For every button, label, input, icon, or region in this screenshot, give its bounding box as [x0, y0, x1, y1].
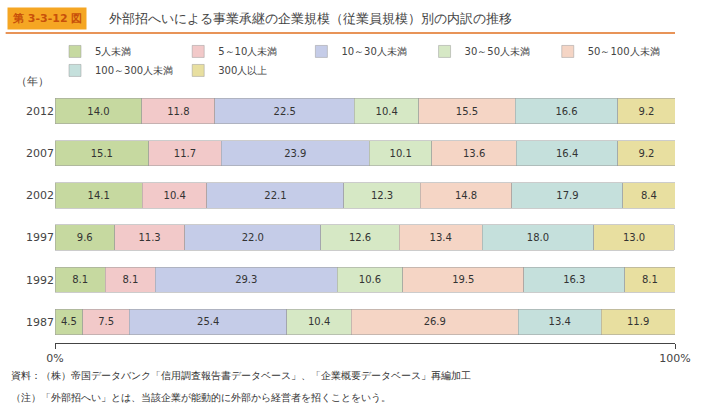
svg-text:16.3: 16.3: [563, 274, 585, 285]
svg-text:11.9: 11.9: [627, 316, 649, 327]
svg-text:17.9: 17.9: [556, 190, 578, 201]
svg-text:18.0: 18.0: [527, 232, 549, 243]
svg-text:25.4: 25.4: [197, 316, 219, 327]
svg-text:100%: 100%: [659, 352, 690, 365]
svg-text:外部招へいによる事業承継の企業規模（従業員規模）別の内訳の推: 外部招へいによる事業承継の企業規模（従業員規模）別の内訳の推移: [109, 11, 512, 26]
svg-text:50～100人未満: 50～100人未満: [588, 46, 660, 57]
svg-text:9.2: 9.2: [639, 148, 655, 159]
svg-text:22.0: 22.0: [242, 232, 264, 243]
svg-text:13.4: 13.4: [430, 232, 452, 243]
svg-text:12.6: 12.6: [349, 232, 371, 243]
svg-text:（年）: （年）: [16, 75, 49, 88]
svg-text:100～300人未満: 100～300人未満: [95, 65, 173, 76]
svg-text:8.4: 8.4: [641, 190, 657, 201]
svg-text:8.1: 8.1: [72, 274, 88, 285]
svg-text:15.5: 15.5: [456, 106, 478, 117]
svg-text:13.0: 13.0: [623, 232, 645, 243]
svg-text:300人以上: 300人以上: [218, 65, 267, 76]
svg-text:26.9: 26.9: [424, 316, 446, 327]
svg-text:10.4: 10.4: [164, 190, 186, 201]
svg-text:資料：（株）帝国データバンク「信用調査報告書データベース」、: 資料：（株）帝国データバンク「信用調査報告書データベース」、「企業概要データベー…: [11, 370, 471, 381]
svg-text:5～10人未満: 5～10人未満: [218, 46, 277, 57]
svg-text:30～50人未満: 30～50人未満: [465, 46, 530, 57]
svg-text:10.4: 10.4: [376, 106, 398, 117]
svg-text:23.9: 23.9: [284, 148, 306, 159]
svg-text:2007: 2007: [26, 147, 54, 160]
svg-text:7.5: 7.5: [98, 316, 114, 327]
svg-text:13.4: 13.4: [549, 316, 571, 327]
svg-text:8.1: 8.1: [642, 274, 658, 285]
svg-text:5人未満: 5人未満: [95, 46, 131, 57]
svg-text:1992: 1992: [26, 274, 54, 287]
svg-text:13.6: 13.6: [463, 148, 485, 159]
svg-text:10.4: 10.4: [308, 316, 330, 327]
svg-text:1997: 1997: [26, 231, 54, 244]
svg-text:10.1: 10.1: [390, 148, 412, 159]
svg-text:14.0: 14.0: [87, 106, 109, 117]
svg-text:1987: 1987: [26, 316, 54, 329]
svg-text:（注）「外部招へい」とは、当該企業が能動的に外部から経営者を: （注）「外部招へい」とは、当該企業が能動的に外部から経営者を招くことをいう。: [11, 392, 391, 403]
svg-text:16.4: 16.4: [556, 148, 578, 159]
svg-text:8.1: 8.1: [122, 274, 138, 285]
svg-text:14.1: 14.1: [88, 190, 110, 201]
svg-text:10.6: 10.6: [359, 274, 381, 285]
svg-text:9.2: 9.2: [639, 106, 655, 117]
svg-text:19.5: 19.5: [452, 274, 474, 285]
svg-text:2002: 2002: [26, 189, 54, 202]
svg-text:22.5: 22.5: [274, 106, 296, 117]
svg-text:11.7: 11.7: [174, 148, 196, 159]
svg-text:22.1: 22.1: [264, 190, 286, 201]
svg-text:29.3: 29.3: [235, 274, 257, 285]
svg-text:0%: 0%: [46, 352, 63, 365]
svg-text:10～30人未満: 10～30人未満: [341, 46, 406, 57]
svg-text:15.1: 15.1: [91, 148, 113, 159]
svg-text:16.6: 16.6: [555, 106, 577, 117]
svg-text:9.6: 9.6: [77, 232, 93, 243]
svg-text:2012: 2012: [26, 105, 54, 118]
svg-text:11.3: 11.3: [138, 232, 160, 243]
svg-text:第 3-3-12 図: 第 3-3-12 図: [12, 12, 82, 25]
svg-text:11.8: 11.8: [167, 106, 189, 117]
svg-text:4.5: 4.5: [61, 316, 77, 327]
svg-text:14.8: 14.8: [455, 190, 477, 201]
svg-text:12.3: 12.3: [371, 190, 393, 201]
